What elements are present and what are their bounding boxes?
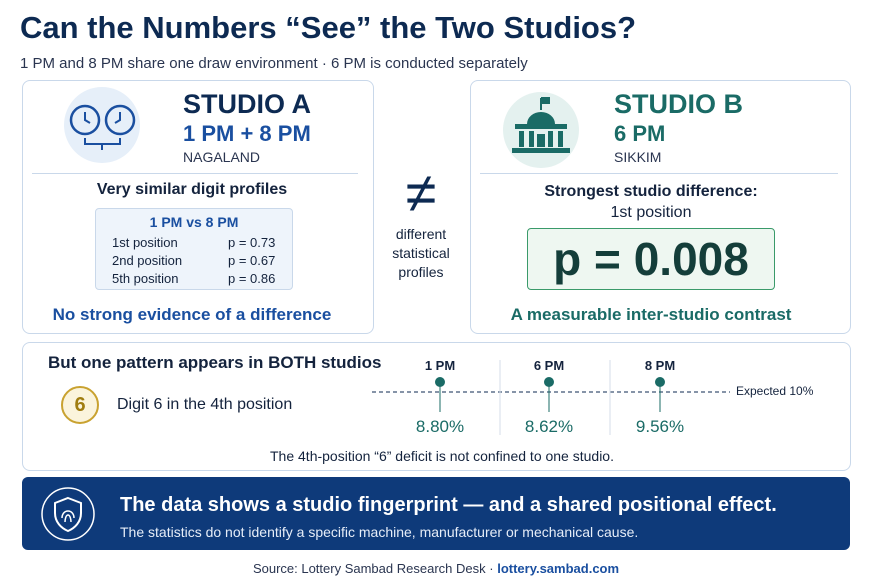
studio-b-name: STUDIO B [614, 89, 744, 119]
table-title: 1 PM vs 8 PM [149, 214, 239, 230]
caption-line: different [395, 226, 447, 242]
pattern-label: Digit 6 in the 4th position [117, 396, 293, 413]
row-value: p = 0.67 [228, 253, 276, 268]
studio-a-location: NAGALAND [183, 149, 261, 165]
building-icon [503, 92, 579, 168]
row-label: 5th position [112, 271, 179, 286]
divider [32, 173, 358, 174]
pattern-chart [372, 360, 730, 435]
row-value: p = 0.73 [228, 235, 276, 250]
time: 6 PM [533, 358, 565, 373]
value: 9.56% [635, 417, 685, 436]
row-label: 2nd position [112, 253, 183, 268]
badge: 6 [61, 386, 99, 424]
footer: Source: Lottery Sambad Research Desk · l… [253, 561, 619, 576]
p-table: 1 PM vs 8 PM 1st position p = 0.73 2nd p… [95, 208, 293, 290]
value: 8.62% [524, 417, 574, 436]
studio-b-times: 6 PM [614, 121, 666, 146]
studio-a-conclusion: No strong evidence of a difference [52, 305, 332, 324]
row-label: 1st position [112, 235, 178, 250]
studio-a-heading: Very similar digit profiles [96, 181, 288, 198]
caption-line: profiles [398, 264, 444, 280]
value: 8.80% [415, 417, 465, 436]
clock-icon [64, 87, 140, 163]
stat-box [527, 228, 775, 290]
pattern-heading: But one pattern appears in BOTH studios [48, 353, 382, 372]
dots [435, 377, 665, 412]
studio-b-heading: 1st position [610, 204, 692, 221]
studio-a-name: STUDIO A [183, 89, 311, 119]
not-equal: ≠ [405, 161, 437, 224]
studio-b-conclusion: A measurable inter-studio contrast [510, 305, 792, 324]
title: Can the Numbers “See” the Two Studios? [20, 10, 637, 45]
divider [480, 173, 838, 174]
banner-text: The statistics do not identify a specifi… [120, 524, 639, 540]
time: 8 PM [644, 358, 676, 373]
studio-b-heading: Strongest studio difference: [544, 183, 758, 200]
row-value: p = 0.86 [228, 271, 276, 286]
studio-b-location: SIKKIM [614, 149, 662, 165]
banner [22, 477, 850, 550]
shield-icon [41, 487, 95, 541]
stat: p = 0.008 [553, 233, 749, 285]
separator: · [489, 561, 494, 576]
banner-title: The data shows a studio fingerprint — an… [120, 494, 777, 516]
pattern-card [22, 342, 851, 471]
subtitle: 1 PM and 8 PM share one draw environment… [20, 55, 528, 72]
expected-label: Expected 10% [736, 384, 814, 398]
source: Source: Lottery Sambad Research Desk [252, 561, 486, 576]
pattern-footnote: The 4th-position “6” deficit is not conf… [270, 448, 614, 464]
link[interactable]: lottery.sambad.com [497, 561, 620, 576]
caption-line: statistical [392, 245, 450, 261]
time: 1 PM [424, 358, 456, 373]
studio-a-times: 1 PM + 8 PM [183, 121, 311, 146]
